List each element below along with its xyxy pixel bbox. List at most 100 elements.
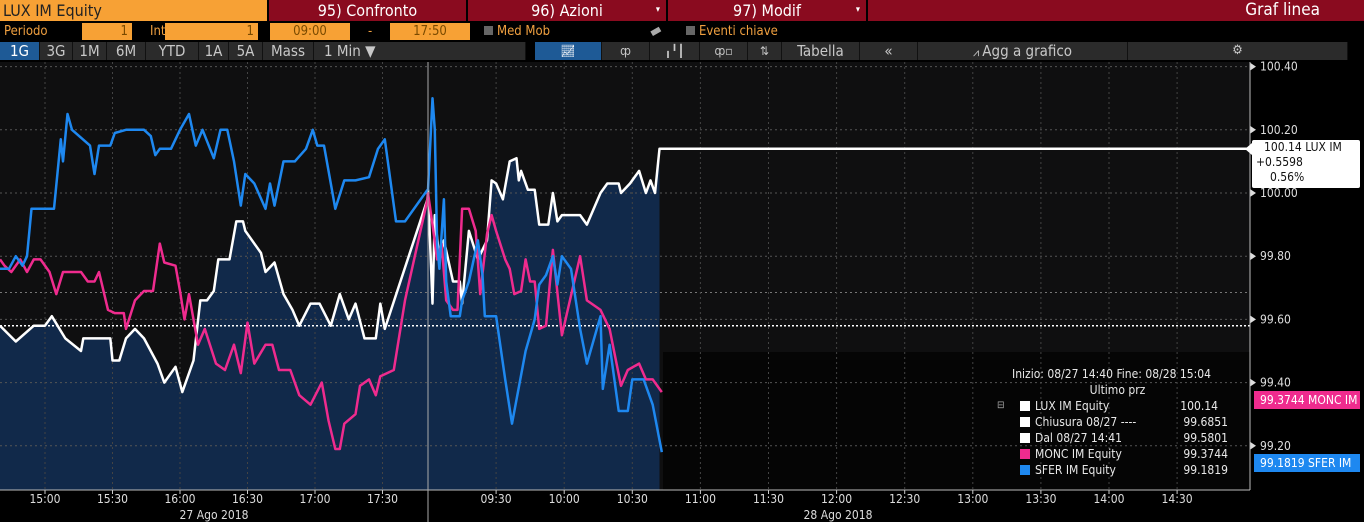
range-5a[interactable]: 5A <box>229 42 263 60</box>
legend-value: 99.1819 <box>1183 463 1228 477</box>
start-time-input[interactable]: 09:00 <box>270 23 350 40</box>
x-tick-label: 13:00 <box>957 492 988 506</box>
frequency-dropdown[interactable]: 1 Min ▼ <box>314 42 526 60</box>
legend-value: 100.14 <box>1180 399 1218 413</box>
y-tick-marker <box>1250 441 1256 450</box>
y-tick-label: 99.40 <box>1260 376 1291 390</box>
y-tick-label: 99.80 <box>1260 249 1291 263</box>
x-tick-label: 17:30 <box>367 492 398 506</box>
legend-range: Inizio: 08/27 14:40 Fine: 08/28 15:04 <box>1012 367 1211 381</box>
x-tick-label: 10:00 <box>549 492 580 506</box>
callout-pointer <box>1245 143 1252 155</box>
range-1a[interactable]: 1A <box>199 42 229 60</box>
range-6m[interactable]: 6M <box>107 42 146 60</box>
x-date-label: 27 Ago 2018 <box>180 508 249 522</box>
legend-name: LUX IM Equity <box>1035 399 1110 413</box>
range-max[interactable]: Mass <box>263 42 314 60</box>
edit-label: 97) Modif <box>733 1 801 20</box>
x-tick-label: 10:30 <box>617 492 648 506</box>
y-tick-marker <box>1250 62 1256 71</box>
legend-value: 99.3744 <box>1183 447 1228 461</box>
ohlc-icon[interactable]: ȹ <box>602 42 650 60</box>
range-ytd[interactable]: YTD <box>146 42 199 60</box>
callout-change: +0.5598 <box>1256 155 1303 169</box>
dropdown-icon: ▾ <box>655 5 660 15</box>
x-tick-label: 17:00 <box>299 492 330 506</box>
key-events-label: Eventi chiave <box>699 24 778 39</box>
edit-menu-button[interactable]: 97) Modif ▾ <box>668 0 866 21</box>
x-tick-label: 09:30 <box>481 492 512 506</box>
y-tick-label: 100.00 <box>1260 186 1298 200</box>
dropdown-icon: ▾ <box>855 5 860 15</box>
y-tick-marker <box>1250 315 1256 324</box>
period-label: Periodo <box>4 24 48 39</box>
legend-swatch <box>1020 433 1030 443</box>
x-tick-label: 16:30 <box>232 492 263 506</box>
x-tick-label: 16:00 <box>164 492 195 506</box>
y-tick-label: 100.20 <box>1260 123 1298 137</box>
legend-name: SFER IM Equity <box>1035 463 1116 477</box>
legend-name: Chiusura 08/27 ---- <box>1035 415 1137 429</box>
y-tick-label: 99.20 <box>1260 439 1291 453</box>
y-tick-label: 99.60 <box>1260 312 1291 326</box>
y-tick-marker <box>1250 189 1256 197</box>
legend-row-lux[interactable]: ⊟ LUX IM Equity 100.14 <box>995 398 1240 414</box>
compare-menu-button[interactable]: 95) Confronto <box>269 0 466 21</box>
end-time-input[interactable]: 17:50 <box>390 23 470 40</box>
x-tick-label: 12:00 <box>821 492 852 506</box>
sfer-price-tag: 99.1819 SFER IM <box>1254 454 1360 472</box>
security-field[interactable]: LUX IM Equity <box>0 0 267 21</box>
y-tick-marker <box>1250 125 1256 134</box>
legend-row-close[interactable]: Chiusura 08/27 ---- 99.6851 <box>995 414 1240 430</box>
legend-name: MONC IM Equity <box>1035 447 1122 461</box>
range-1m[interactable]: 1M <box>73 42 107 60</box>
last-price-callout: 100.14 LUX IM +0.5598 0.56% <box>1245 140 1360 188</box>
legend-name: Dal 08/27 14:41 <box>1035 431 1122 445</box>
legend-swatch <box>1020 449 1030 459</box>
key-events-checkbox[interactable]: Eventi chiave <box>686 23 778 40</box>
sort-icon[interactable]: ⇅ <box>748 42 782 60</box>
gear-icon[interactable]: ⚙ <box>1128 42 1348 60</box>
legend-value: 99.5801 <box>1183 431 1228 445</box>
moving-average-label: Med Mob <box>497 24 551 39</box>
legend-row-sfer[interactable]: SFER IM Equity 99.1819 <box>995 462 1240 478</box>
series-line-lux <box>0 147 1255 394</box>
legend-swatch <box>1020 465 1030 475</box>
y-tick-label: 100.40 <box>1260 60 1298 74</box>
moving-average-checkbox[interactable]: Med Mob <box>484 23 550 40</box>
add-to-chart-label: Agg a grafico <box>982 42 1073 60</box>
lux-area-fill <box>0 148 660 491</box>
x-tick-label: 11:30 <box>753 492 784 506</box>
range-3g[interactable]: 3G <box>40 42 73 60</box>
legend-row-since[interactable]: Dal 08/27 14:41 99.5801 <box>995 430 1240 446</box>
chart-add-icon: ⩘ <box>972 46 983 59</box>
bar-chart-icon[interactable]: ╻╹┃ <box>650 42 700 60</box>
legend-row-monc[interactable]: MONC IM Equity 99.3744 <box>995 446 1240 462</box>
chart-type-title: Graf linea <box>868 0 1364 21</box>
collapse-button[interactable]: « <box>860 42 918 60</box>
legend-value: 99.6851 <box>1183 415 1228 429</box>
collapse-tree-icon[interactable]: ⊟ <box>997 400 1005 411</box>
event-chart-icon[interactable]: ȹ▫ <box>700 42 748 60</box>
add-to-chart-button[interactable]: ⩘ Agg a grafico <box>918 42 1128 60</box>
x-tick-label: 14:00 <box>1093 492 1124 506</box>
x-date-label: 28 Ago 2018 <box>804 508 873 522</box>
period-input[interactable]: 1 <box>82 23 132 40</box>
range-1g[interactable]: 1G <box>0 42 40 60</box>
table-button[interactable]: Tabella <box>782 42 860 60</box>
x-tick-label: 13:30 <box>1025 492 1056 506</box>
series-line-monc <box>0 191 663 451</box>
legend-swatch <box>1020 401 1030 411</box>
actions-menu-button[interactable]: 96) Azioni ▾ <box>468 0 666 21</box>
chart-legend: Inizio: 08/27 14:40 Fine: 08/28 15:04 Ul… <box>995 362 1245 482</box>
callout-percent: 0.56% <box>1270 170 1305 184</box>
interval-input[interactable]: 1 <box>165 23 258 40</box>
x-tick-label: 15:00 <box>29 492 60 506</box>
legend-background <box>663 352 1250 490</box>
y-tick-marker <box>1250 252 1256 261</box>
x-tick-label: 12:30 <box>889 492 920 506</box>
line-chart-icon[interactable]: 📈︎ <box>535 42 602 60</box>
legend-header: Ultimo prz <box>1089 383 1146 397</box>
legend-swatch <box>1020 417 1030 427</box>
